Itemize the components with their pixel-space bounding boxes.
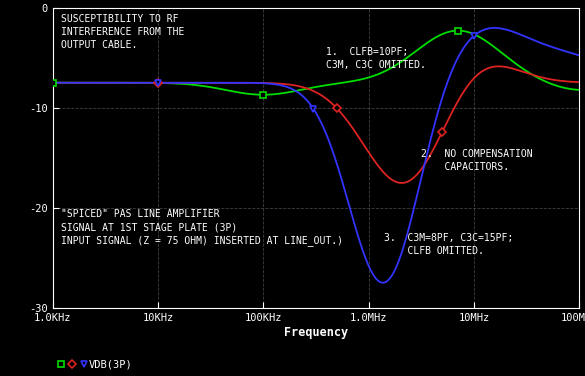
X-axis label: Frequency: Frequency bbox=[284, 326, 348, 339]
Text: 1.  CLFB=10PF;
C3M, C3C OMITTED.: 1. CLFB=10PF; C3M, C3C OMITTED. bbox=[326, 47, 426, 70]
Text: 3.  C3M=8PF, C3C=15PF;
    CLFB OMITTED.: 3. C3M=8PF, C3C=15PF; CLFB OMITTED. bbox=[384, 233, 514, 256]
Text: 2.  NO COMPENSATION
    CAPACITORS.: 2. NO COMPENSATION CAPACITORS. bbox=[421, 149, 533, 172]
Text: "SPICED" PAS LINE AMPLIFIER
SIGNAL AT 1ST STAGE PLATE (3P)
INPUT SIGNAL (Z = 75 : "SPICED" PAS LINE AMPLIFIER SIGNAL AT 1S… bbox=[61, 209, 343, 246]
Text: SUSCEPTIBILITY TO RF
INTERFERENCE FROM THE
OUTPUT CABLE.: SUSCEPTIBILITY TO RF INTERFERENCE FROM T… bbox=[61, 14, 184, 50]
Legend: , , VDB(3P): , , VDB(3P) bbox=[58, 359, 133, 369]
